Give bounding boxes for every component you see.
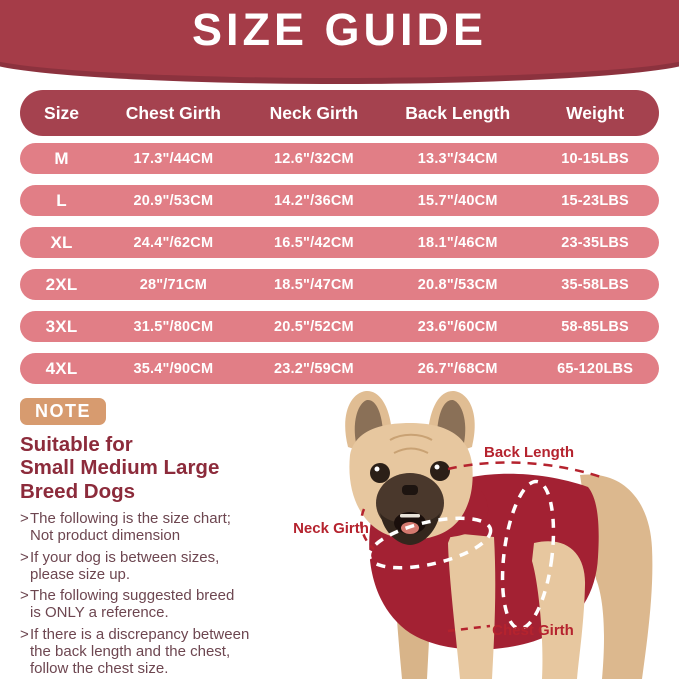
table-row: 3XL 31.5"/80CM 20.5"/52CM 23.6"/60CM 58-…: [20, 311, 659, 342]
bullet-text: The following is the size chart; Not pro…: [30, 510, 231, 545]
bullet-text: The following suggested breed is ONLY a …: [30, 587, 235, 622]
cell-neck-girth: 23.2"/59CM: [274, 360, 354, 377]
dog-nose: [402, 485, 418, 495]
cell-chest-girth: 24.4"/62CM: [133, 234, 214, 251]
cell-weight: 58-85LBS: [561, 318, 629, 335]
cell-weight: 23-35LBS: [561, 234, 629, 251]
table-body: M 17.3"/44CM 12.6"/32CM 13.3"/34CM 10-15…: [20, 143, 659, 384]
cell-neck-girth: 18.5"/47CM: [274, 276, 354, 293]
cell-size: 4XL: [45, 358, 78, 378]
table-row: XL 24.4"/62CM 16.5"/42CM 18.1"/46CM 23-3…: [20, 227, 659, 258]
dog-eye-right: [430, 461, 450, 481]
cell-chest-girth: 31.5"/80CM: [133, 318, 214, 335]
cell-size: XL: [50, 232, 73, 252]
cell-back-length: 23.6"/60CM: [417, 318, 498, 335]
table-header-cell: Size: [44, 102, 80, 123]
cell-chest-girth: 17.3"/44CM: [133, 150, 214, 167]
size-table: Size Chest Girth Neck Girth Back Length …: [20, 90, 659, 395]
cell-weight: 35-58LBS: [561, 276, 629, 293]
bullet-text: If your dog is between sizes, please siz…: [30, 548, 220, 583]
bullet-marker: >: [20, 625, 29, 643]
bullet-marker: >: [20, 548, 29, 566]
dog-illustration: Back Length Neck Girth Chest Girth: [293, 390, 653, 679]
cell-chest-girth: 28"/71CM: [139, 276, 207, 293]
cell-chest-girth: 35.4"/90CM: [133, 360, 214, 377]
cell-size: 3XL: [45, 316, 78, 336]
dog-forehead-wrinkle-2: [393, 447, 429, 454]
dog-teeth: [400, 514, 420, 518]
banner-arc: [0, 0, 679, 78]
cell-back-length: 20.8"/53CM: [417, 276, 498, 293]
table-header-cell: Weight: [566, 102, 625, 123]
dog-measurement-figure: Back Length Neck Girth Chest Girth: [280, 385, 679, 679]
neck-girth-label: Neck Girth: [293, 520, 369, 537]
cell-back-length: 13.3"/34CM: [417, 150, 498, 167]
table-header-cell: Chest Girth: [125, 102, 221, 123]
cell-weight: 65-120LBS: [557, 360, 634, 377]
cell-back-length: 15.7"/40CM: [417, 192, 498, 209]
table-row: L 20.9"/53CM 14.2"/36CM 15.7"/40CM 15-23…: [20, 185, 659, 216]
cell-size: 2XL: [45, 274, 78, 294]
table-row: 2XL 28"/71CM 18.5"/47CM 20.8"/53CM 35-58…: [20, 269, 659, 300]
neck-girth-ellipse: [367, 516, 493, 570]
cell-weight: 15-23LBS: [561, 192, 629, 209]
dog-front-leg: [448, 533, 496, 679]
cell-back-length: 18.1"/46CM: [417, 234, 498, 251]
bullet-item: > The following suggested breed is ONLY …: [20, 587, 322, 622]
note-heading: Suitable for Small Medium Large Breed Do…: [20, 433, 220, 503]
back-length-line: [447, 461, 605, 480]
dog-eye-right-glint: [434, 464, 440, 470]
size-guide-banner: SIZE GUIDE: [0, 0, 679, 92]
cell-weight: 10-15LBS: [561, 150, 629, 167]
bullet-text: If there is a discrepancy between the ba…: [30, 625, 250, 678]
note-bullets: > The following is the size chart; Not p…: [20, 510, 322, 677]
dog-forehead-wrinkle: [389, 433, 433, 441]
table-header-row: Size Chest Girth Neck Girth Back Length …: [20, 90, 659, 136]
bullet-item: > If your dog is between sizes, please s…: [20, 549, 322, 584]
table-header-cell: Back Length: [405, 102, 511, 123]
cell-neck-girth: 14.2"/36CM: [274, 192, 354, 209]
dog-eye-left-glint: [374, 466, 380, 472]
note-section: NOTE Suitable for Small Medium Large Bre…: [20, 398, 322, 679]
cell-neck-girth: 20.5"/52CM: [274, 318, 354, 335]
back-length-label: Back Length: [484, 444, 574, 461]
dog-eye-left: [370, 463, 390, 483]
bullet-marker: >: [20, 510, 29, 528]
bullet-marker: >: [20, 587, 29, 605]
cell-size: L: [56, 190, 67, 210]
chest-girth-ellipse: [500, 479, 556, 631]
dog-muzzle: [376, 473, 444, 533]
cell-neck-girth: 16.5"/42CM: [274, 234, 354, 251]
table-row: 4XL 35.4"/90CM 23.2"/59CM 26.7"/68CM 65-…: [20, 353, 659, 384]
cell-neck-girth: 12.6"/32CM: [274, 150, 354, 167]
cell-back-length: 26.7"/68CM: [417, 360, 498, 377]
dog-hind-leg: [532, 541, 586, 679]
table-header-cell: Neck Girth: [269, 102, 359, 123]
table-row: M 17.3"/44CM 12.6"/32CM 13.3"/34CM 10-15…: [20, 143, 659, 174]
note-badge: NOTE: [20, 398, 107, 425]
chest-girth-label: Chest Girth: [492, 622, 574, 639]
neck-girth-pointer-line: [360, 508, 375, 550]
bullet-item: > If there is a discrepancy between the …: [20, 626, 322, 678]
cell-size: M: [54, 148, 69, 168]
bullet-item: > The following is the size chart; Not p…: [20, 510, 322, 545]
cell-chest-girth: 20.9"/53CM: [133, 192, 214, 209]
page-title: SIZE GUIDE: [191, 4, 488, 55]
